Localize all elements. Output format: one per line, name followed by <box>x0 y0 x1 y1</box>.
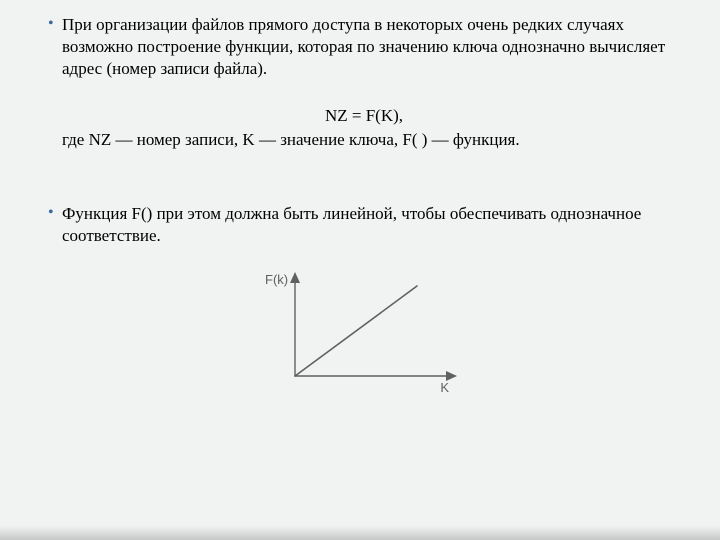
spacer <box>48 151 680 203</box>
bullet-item-1: При организации файлов прямого доступа в… <box>48 14 680 79</box>
slide-content: При организации файлов прямого доступа в… <box>48 14 680 396</box>
svg-text:K: K <box>440 380 449 395</box>
bullet-list: При организации файлов прямого доступа в… <box>48 14 680 79</box>
slide: При организации файлов прямого доступа в… <box>0 0 720 540</box>
linear-function-chart: F(k) K <box>259 268 469 396</box>
bullet-text-2: Функция F() при этом должна быть линейно… <box>62 204 641 245</box>
chart-container: F(k) K <box>48 268 680 396</box>
bullet-item-2: Функция F() при этом должна быть линейно… <box>48 203 680 247</box>
bullet-list-2: Функция F() при этом должна быть линейно… <box>48 203 680 247</box>
svg-text:F(k): F(k) <box>265 272 288 287</box>
formula-description: где NZ — номер записи, K — значение ключ… <box>48 129 680 151</box>
bullet-text-1: При организации файлов прямого доступа в… <box>62 15 665 78</box>
bottom-shadow <box>0 526 720 540</box>
formula-line: NZ = F(K), <box>48 105 680 127</box>
